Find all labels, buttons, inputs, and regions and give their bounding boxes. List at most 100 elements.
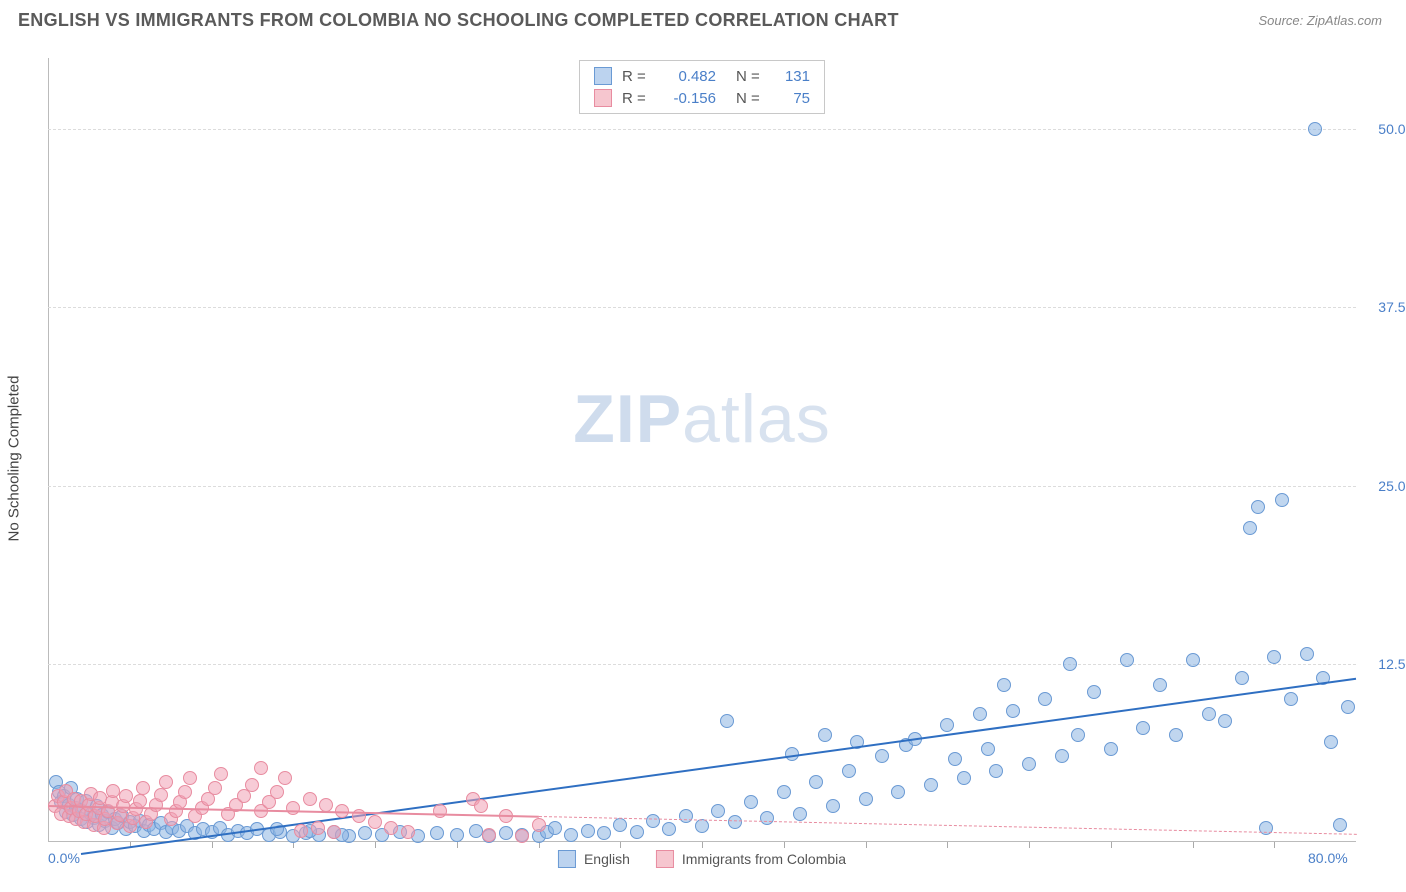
legend-r-value: -0.156: [660, 90, 716, 107]
data-point: [1038, 692, 1052, 706]
data-point: [924, 778, 938, 792]
data-point: [294, 824, 308, 838]
grid-line: [48, 486, 1356, 487]
data-point: [997, 678, 1011, 692]
legend-row: R =-0.156N =75: [594, 87, 810, 109]
x-minor-tick: [947, 842, 948, 848]
data-point: [1324, 735, 1338, 749]
data-point: [679, 809, 693, 823]
data-point: [1341, 700, 1355, 714]
x-tick-label: 80.0%: [1308, 850, 1348, 866]
x-minor-tick: [620, 842, 621, 848]
y-axis-label: No Schooling Completed: [6, 376, 23, 542]
data-point: [1284, 692, 1298, 706]
data-point: [1275, 493, 1289, 507]
data-point: [940, 718, 954, 732]
data-point: [1169, 728, 1183, 742]
x-minor-tick: [212, 842, 213, 848]
chart-title: ENGLISH VS IMMIGRANTS FROM COLOMBIA NO S…: [18, 10, 899, 31]
data-point: [119, 789, 133, 803]
data-point: [1186, 653, 1200, 667]
data-point: [1251, 500, 1265, 514]
data-point: [973, 707, 987, 721]
trend-line: [538, 816, 1356, 835]
data-point: [133, 794, 147, 808]
data-point: [270, 785, 284, 799]
data-point: [548, 821, 562, 835]
data-point: [1267, 650, 1281, 664]
legend-correlation: R =0.482N =131R =-0.156N =75: [579, 60, 825, 114]
data-point: [826, 799, 840, 813]
data-point: [430, 826, 444, 840]
data-point: [720, 714, 734, 728]
data-point: [358, 826, 372, 840]
data-point: [1243, 521, 1257, 535]
data-point: [254, 761, 268, 775]
data-point: [597, 826, 611, 840]
y-tick-label: 37.5%: [1378, 299, 1406, 315]
data-point: [957, 771, 971, 785]
data-point: [581, 824, 595, 838]
data-point: [482, 828, 496, 842]
x-minor-tick: [1029, 842, 1030, 848]
data-point: [1022, 757, 1036, 771]
data-point: [1300, 647, 1314, 661]
data-point: [245, 778, 259, 792]
data-point: [1136, 721, 1150, 735]
x-minor-tick: [866, 842, 867, 848]
legend-row: R =0.482N =131: [594, 65, 810, 87]
legend-label: Immigrants from Colombia: [682, 851, 846, 867]
data-point: [1120, 653, 1134, 667]
data-point: [1202, 707, 1216, 721]
plot-region: ZIPatlas R =0.482N =131R =-0.156N =75 12…: [48, 58, 1356, 842]
data-point: [948, 752, 962, 766]
x-minor-tick: [375, 842, 376, 848]
legend-swatch: [594, 89, 612, 107]
data-point: [564, 828, 578, 842]
data-point: [1308, 122, 1322, 136]
data-point: [981, 742, 995, 756]
data-point: [303, 792, 317, 806]
x-minor-tick: [457, 842, 458, 848]
data-point: [989, 764, 1003, 778]
data-point: [875, 749, 889, 763]
data-point: [327, 825, 341, 839]
grid-line: [48, 307, 1356, 308]
data-point: [159, 775, 173, 789]
data-point: [154, 788, 168, 802]
data-point: [630, 825, 644, 839]
data-point: [695, 819, 709, 833]
data-point: [532, 818, 546, 832]
data-point: [311, 821, 325, 835]
legend-label: English: [584, 851, 630, 867]
legend-n-label: N =: [736, 90, 764, 107]
data-point: [1333, 818, 1347, 832]
data-point: [1071, 728, 1085, 742]
data-point: [859, 792, 873, 806]
data-point: [1218, 714, 1232, 728]
data-point: [646, 814, 660, 828]
data-point: [515, 829, 529, 843]
legend-swatch: [656, 850, 674, 868]
x-minor-tick: [1274, 842, 1275, 848]
data-point: [744, 795, 758, 809]
data-point: [809, 775, 823, 789]
data-point: [499, 826, 513, 840]
data-point: [474, 799, 488, 813]
data-point: [1153, 678, 1167, 692]
legend-item: Immigrants from Colombia: [656, 850, 846, 868]
data-point: [777, 785, 791, 799]
watermark-bold: ZIP: [573, 381, 682, 457]
data-point: [1235, 671, 1249, 685]
data-point: [818, 728, 832, 742]
data-point: [278, 771, 292, 785]
x-minor-tick: [1193, 842, 1194, 848]
grid-line: [48, 129, 1356, 130]
legend-item: English: [558, 850, 630, 868]
data-point: [401, 825, 415, 839]
data-point: [662, 822, 676, 836]
data-point: [106, 784, 120, 798]
x-minor-tick: [1111, 842, 1112, 848]
data-point: [1063, 657, 1077, 671]
legend-swatch: [594, 67, 612, 85]
